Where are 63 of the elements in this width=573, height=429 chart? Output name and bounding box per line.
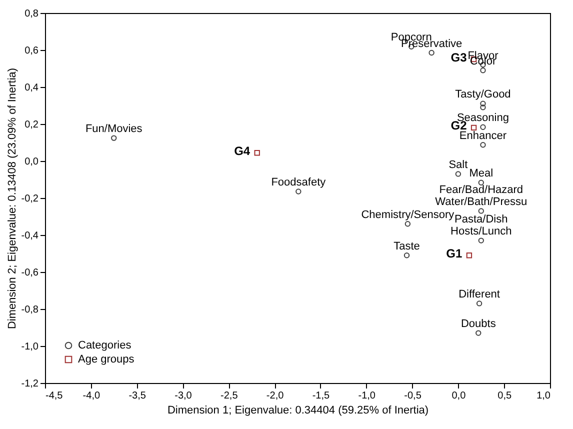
x-tick-label: 0,5 — [498, 390, 512, 402]
annotation: G3 — [450, 50, 468, 64]
y-tick-label: -1,2 — [21, 378, 39, 390]
annotation: Fear/Bad/Hazard — [439, 184, 524, 196]
annotation: Water/Bath/Pressu — [435, 196, 528, 208]
point — [478, 180, 484, 186]
point — [254, 150, 260, 156]
point — [478, 208, 484, 214]
x-tick-label: -4,5 — [46, 390, 64, 402]
annotation: Taste — [394, 240, 420, 252]
y-tick-label: -0,2 — [21, 194, 39, 204]
annotation: Tasty/Good — [455, 88, 511, 101]
y-tick-label: -0,4 — [21, 230, 39, 242]
point — [480, 104, 486, 110]
x-tick-label: -1,0 — [358, 390, 376, 402]
legend-label: Age groups — [78, 354, 135, 366]
annotation: G1 — [446, 246, 463, 260]
annotation: Foodsafety — [271, 176, 326, 189]
x-tick-label: -1,5 — [312, 390, 330, 402]
point — [296, 188, 302, 194]
point — [404, 252, 410, 258]
point — [111, 135, 117, 141]
y-tick-label: 0,4 — [24, 82, 39, 94]
annotation: Enhancer — [459, 130, 507, 142]
x-tick-label: -4,0 — [82, 390, 100, 402]
legend-label: Categories — [78, 340, 132, 352]
annotation: Fun/Movies — [85, 123, 143, 136]
point — [478, 238, 484, 244]
annotation: Doubts — [460, 318, 496, 330]
point — [480, 124, 486, 130]
x-tick-label: -2,5 — [220, 390, 238, 402]
annotation: Hosts/Lunch — [450, 226, 512, 238]
point — [480, 100, 486, 106]
x-tick-label: -3,0 — [174, 390, 192, 402]
x-tick-label: 1,0 — [536, 390, 551, 402]
point — [476, 330, 482, 336]
annotation: Pasta/Dish — [454, 214, 508, 226]
point — [480, 68, 486, 74]
y-tick-label: -1,0 — [21, 342, 39, 352]
annotation: G4 — [234, 144, 250, 158]
point — [466, 252, 472, 258]
y-tick-label: -0,8 — [21, 304, 39, 316]
point — [470, 124, 477, 131]
x-tick-label: 0,0 — [452, 390, 466, 402]
point — [455, 171, 462, 177]
x-axis-title: Dimension 1; Eigenvalue: 0.34404 (59.25% of Inertia) — [167, 404, 429, 416]
point — [428, 50, 434, 56]
point — [404, 221, 411, 227]
point — [480, 142, 486, 148]
y-axis-title: Dimension 2; Eigenvalue: 0.13408 (23.09% of Inertia) — [6, 68, 18, 330]
y-tick-label: -0,6 — [21, 268, 39, 278]
annotation: Salt — [448, 158, 468, 171]
y-tick-label: 0,2 — [24, 120, 39, 130]
y-tick-label: 0,6 — [24, 46, 39, 56]
x-tick-label: -2,0 — [266, 390, 284, 402]
point — [476, 300, 482, 306]
x-tick-label: -3,5 — [128, 390, 146, 402]
annotation: Meal — [469, 168, 494, 180]
annotation: Different — [458, 288, 500, 300]
x-tick-label: -0,5 — [404, 390, 422, 402]
y-tick-label: 0,8 — [24, 8, 39, 20]
annotation: Chemistry/Sensory — [361, 208, 455, 221]
y-tick-label: 0,0 — [24, 156, 39, 168]
